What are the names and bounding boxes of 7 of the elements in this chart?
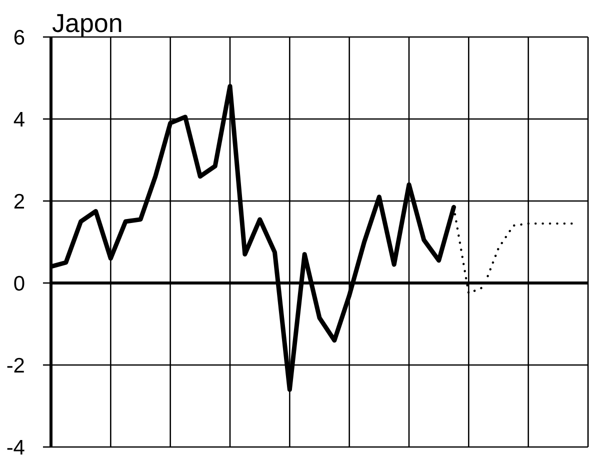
y-tick-label: 4 xyxy=(13,108,26,132)
y-tick-label: 6 xyxy=(13,26,25,50)
chart-title: Japon xyxy=(52,8,123,38)
y-tick-label: 2 xyxy=(13,190,25,214)
y-tick-label: 0 xyxy=(13,272,25,296)
y-tick-label: -2 xyxy=(6,354,25,378)
y-tick-label: -4 xyxy=(6,436,26,459)
